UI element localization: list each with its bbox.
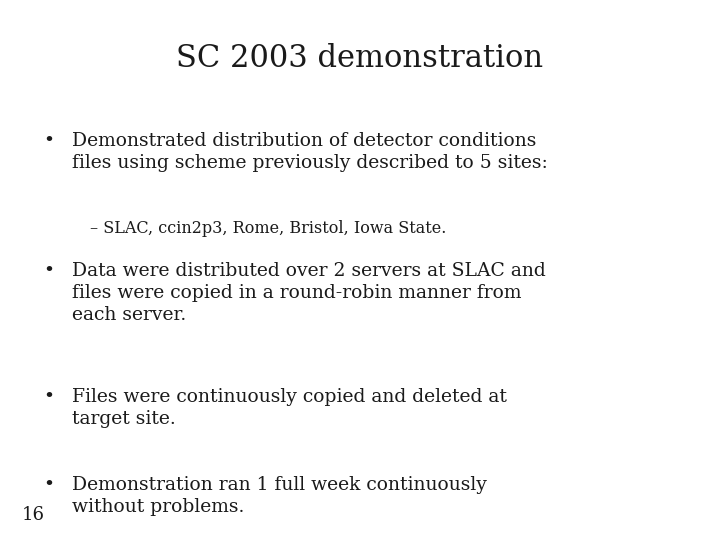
Text: •: • [43,262,54,280]
Text: 16: 16 [22,506,45,524]
Text: – SLAC, ccin2p3, Rome, Bristol, Iowa State.: – SLAC, ccin2p3, Rome, Bristol, Iowa Sta… [90,220,446,237]
Text: •: • [43,476,54,494]
Text: SC 2003 demonstration: SC 2003 demonstration [176,43,544,74]
Text: Demonstrated distribution of detector conditions
files using scheme previously d: Demonstrated distribution of detector co… [72,132,548,172]
Text: Demonstration ran 1 full week continuously
without problems.: Demonstration ran 1 full week continuous… [72,476,487,516]
Text: •: • [43,388,54,406]
Text: •: • [43,132,54,150]
Text: Files were continuously copied and deleted at
target site.: Files were continuously copied and delet… [72,388,507,428]
Text: Data were distributed over 2 servers at SLAC and
files were copied in a round-ro: Data were distributed over 2 servers at … [72,262,546,325]
